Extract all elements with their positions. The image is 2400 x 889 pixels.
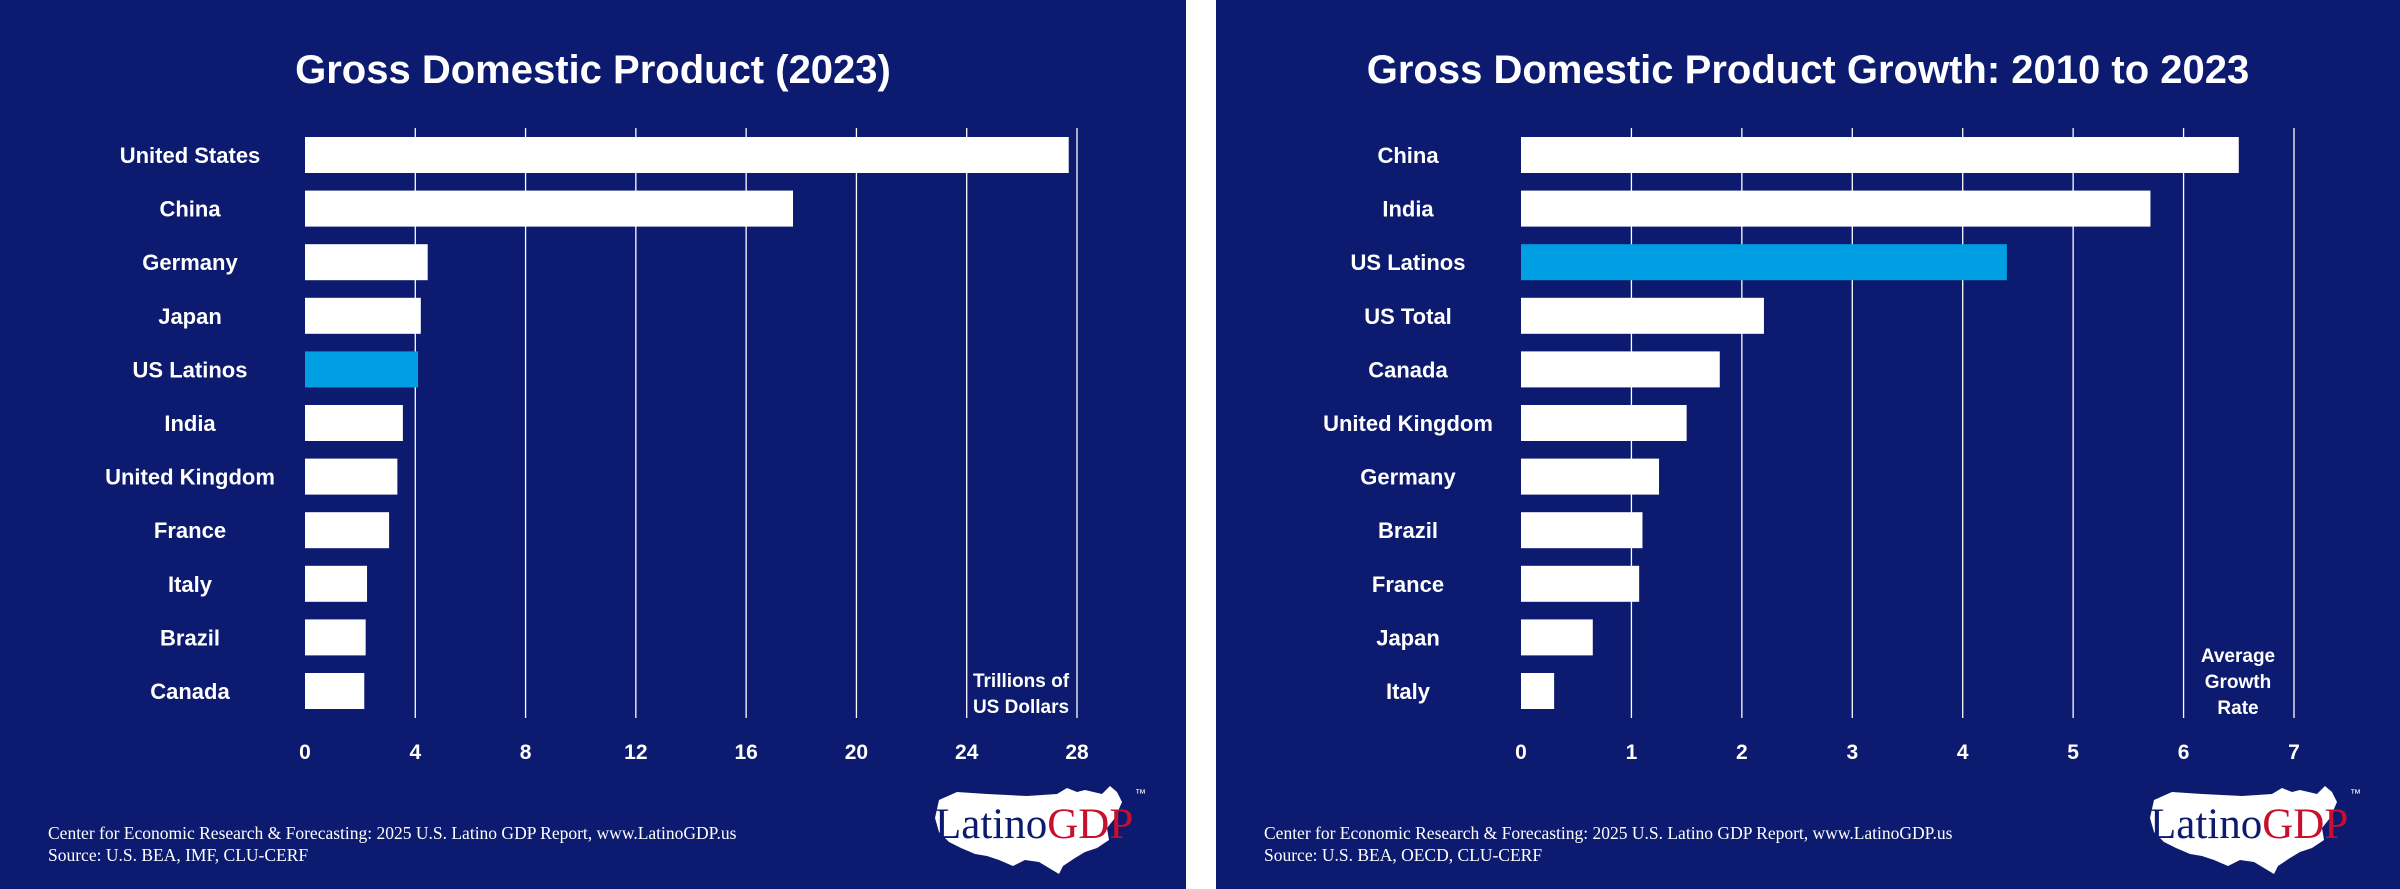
us-map-icon <box>935 786 1122 874</box>
axis-unit-annotation: Growth <box>2205 672 2272 693</box>
x-tick-label: 28 <box>1065 741 1089 764</box>
bar-china <box>305 190 794 227</box>
x-tick-label: 12 <box>624 741 647 764</box>
bar-us-total <box>1521 297 1764 334</box>
x-tick-label: 2 <box>1736 741 1748 764</box>
bar-us-latinos <box>1521 244 2007 281</box>
axis-unit-annotation: US Dollars <box>973 697 1069 718</box>
x-tick-label: 4 <box>409 741 421 764</box>
footer-line-1: Center for Economic Research & Forecasti… <box>48 823 737 843</box>
left-chart-panel: Gross Domestic Product (2023) 0 4 8 12 16 20 2… <box>0 0 1186 889</box>
x-tick-label: 4 <box>1957 741 1969 764</box>
bar-japan <box>1521 619 1593 656</box>
category-label: Italy <box>168 572 213 597</box>
right-chart-panel: Gross Domestic Product Growth: 2010 to 2… <box>1216 0 2400 889</box>
gdp-2023-bar-chart: 0 4 8 12 16 20 24 28 United States China Germany Ja… <box>105 128 1089 764</box>
x-tick-label: 0 <box>299 741 311 764</box>
category-label: China <box>159 197 221 222</box>
category-label: Japan <box>1376 625 1440 650</box>
x-tick-label: 8 <box>520 741 532 764</box>
x-tick-label: 20 <box>845 741 868 764</box>
x-tick-label: 6 <box>2178 741 2190 764</box>
category-label: Germany <box>142 250 238 275</box>
logo-trademark: ™ <box>1135 788 1146 800</box>
footer-credit: Center for Economic Research & Forecasti… <box>1264 822 1952 866</box>
bar-united-kingdom <box>1521 405 1687 441</box>
footer-line-1: Center for Economic Research & Forecasti… <box>1264 823 1953 843</box>
bar-united-kingdom <box>305 458 398 495</box>
bar-brazil <box>1521 512 1643 549</box>
bar-germany <box>305 244 428 281</box>
chart-title: Gross Domestic Product Growth: 2010 to 2… <box>1366 48 2250 92</box>
category-label: Japan <box>158 304 222 329</box>
bar-us-latinos <box>305 351 419 388</box>
category-label: US Latinos <box>133 357 248 382</box>
footer-credit: Center for Economic Research & Forecasti… <box>48 822 736 866</box>
chart-title: Gross Domestic Product (2023) <box>295 48 891 92</box>
footer-line-2: Source: U.S. BEA, OECD, CLU-CERF <box>1264 845 1543 865</box>
x-tick-label: 16 <box>734 741 757 764</box>
x-tick-label: 7 <box>2288 741 2300 764</box>
x-tick-label: 1 <box>1626 741 1638 764</box>
x-tick-label: 5 <box>2067 741 2079 764</box>
x-tick-label: 24 <box>955 741 979 764</box>
bar-italy <box>1521 673 1555 709</box>
category-label: Germany <box>1360 465 1456 490</box>
category-label: United States <box>120 143 261 168</box>
bar-canada <box>305 673 365 709</box>
bar-canada <box>1521 351 1720 388</box>
latinogdp-logo: LatinoGDP ™ <box>2132 778 2377 876</box>
footer-line-2: Source: U.S. BEA, IMF, CLU-CERF <box>48 845 309 865</box>
bar-china <box>1521 137 2239 173</box>
category-label: China <box>1377 143 1439 168</box>
gdp-growth-bar-chart: 0 1 2 3 4 5 6 7 China India US Latinos US Total Cana… <box>1323 128 2300 764</box>
category-label: India <box>164 411 216 436</box>
logo-wordmark: LatinoGDP <box>2150 801 2349 848</box>
axis-unit-annotation: Trillions of <box>973 671 1070 692</box>
category-label: Canada <box>1368 357 1448 382</box>
category-label: US Total <box>1364 304 1452 329</box>
bar-brazil <box>305 619 366 656</box>
us-map-icon <box>2150 786 2337 874</box>
bar-germany <box>1521 458 1660 495</box>
bar-italy <box>305 565 368 602</box>
category-label: Brazil <box>160 625 220 650</box>
category-label: Italy <box>1386 679 1431 704</box>
bar-japan <box>305 297 421 334</box>
category-label: United Kingdom <box>105 465 275 490</box>
logo-trademark: ™ <box>2350 788 2361 800</box>
category-label: France <box>154 518 226 543</box>
category-label: US Latinos <box>1351 250 1466 275</box>
latinogdp-logo: LatinoGDP ™ <box>917 778 1162 876</box>
bar-united-states <box>305 137 1069 173</box>
x-tick-label: 0 <box>1515 741 1527 764</box>
bar-france <box>1521 565 1640 602</box>
category-label: United Kingdom <box>1323 411 1493 436</box>
category-label: India <box>1382 197 1434 222</box>
bar-india <box>1521 190 2151 227</box>
axis-unit-annotation: Rate <box>2217 698 2258 719</box>
x-tick-label: 3 <box>1846 741 1858 764</box>
bar-france <box>305 512 390 549</box>
category-label: France <box>1372 572 1444 597</box>
category-label: Canada <box>150 679 230 704</box>
axis-unit-annotation: Average <box>2201 646 2275 667</box>
category-label: Brazil <box>1378 518 1438 543</box>
logo-wordmark: LatinoGDP <box>935 801 1134 848</box>
bar-india <box>305 405 403 441</box>
